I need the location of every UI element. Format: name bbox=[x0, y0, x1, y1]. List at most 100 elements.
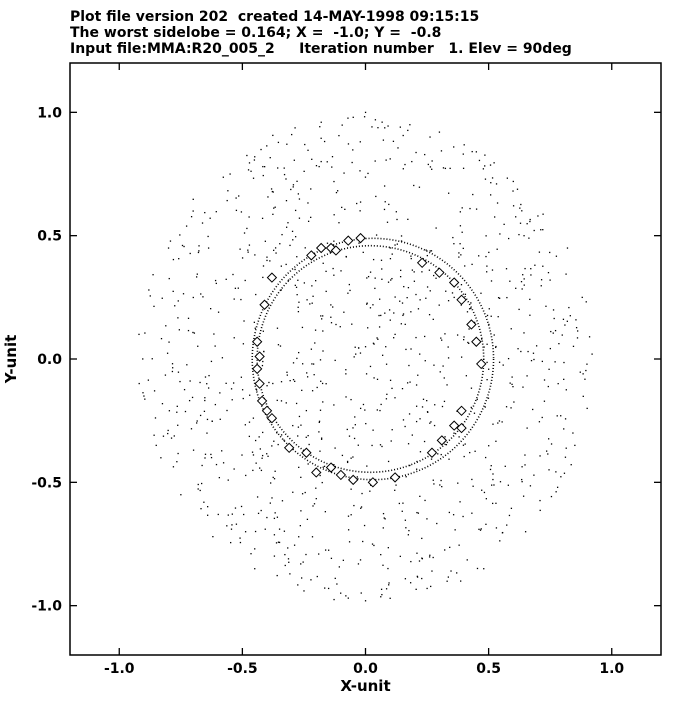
data-dot bbox=[432, 479, 434, 481]
data-dot bbox=[454, 529, 456, 531]
x-tick-label: -1.0 bbox=[104, 661, 135, 677]
data-dot bbox=[272, 213, 274, 215]
data-dot bbox=[430, 250, 433, 252]
data-dot bbox=[462, 153, 464, 155]
data-dot bbox=[565, 273, 567, 275]
data-dot bbox=[490, 182, 492, 184]
data-dot bbox=[484, 406, 486, 408]
data-dot bbox=[286, 143, 288, 145]
data-dot bbox=[373, 343, 375, 345]
data-dot bbox=[456, 334, 459, 336]
data-dot bbox=[523, 235, 525, 237]
data-dot bbox=[440, 479, 442, 482]
data-dot bbox=[552, 309, 555, 311]
data-dot bbox=[540, 229, 542, 231]
data-dot bbox=[297, 426, 300, 428]
data-dot bbox=[294, 380, 296, 383]
data-dot bbox=[431, 168, 433, 170]
data-dot bbox=[243, 320, 245, 322]
diamond-marker bbox=[251, 363, 263, 375]
data-dot bbox=[202, 296, 204, 298]
tick-layer: -1.0 -0.5 0.0 0.5 1.0 -1.0 -0.5 0.0 0.5 1.0 bbox=[31, 63, 661, 677]
data-dot bbox=[280, 434, 283, 436]
data-dot bbox=[533, 474, 535, 476]
data-dot bbox=[497, 422, 499, 424]
data-dot bbox=[458, 436, 460, 438]
data-dot bbox=[274, 206, 276, 208]
data-dot bbox=[297, 193, 300, 195]
data-dot bbox=[187, 317, 190, 319]
data-dot bbox=[260, 469, 263, 472]
data-dot bbox=[362, 251, 364, 254]
data-dot bbox=[263, 350, 265, 353]
data-dot bbox=[447, 576, 450, 578]
data-dot bbox=[523, 278, 525, 280]
data-dot bbox=[215, 282, 217, 285]
data-dot bbox=[276, 432, 278, 434]
data-dot bbox=[408, 529, 410, 532]
data-dot bbox=[555, 471, 557, 473]
data-dot bbox=[408, 413, 411, 415]
data-dot bbox=[230, 388, 233, 390]
data-dot bbox=[582, 395, 584, 397]
data-dot bbox=[257, 512, 260, 515]
data-dot bbox=[288, 561, 290, 563]
y-tick-label: -0.5 bbox=[31, 475, 62, 491]
data-dot bbox=[300, 476, 302, 479]
data-dot bbox=[315, 487, 317, 489]
data-dot bbox=[309, 303, 311, 305]
data-dot bbox=[276, 399, 278, 402]
data-dot bbox=[462, 247, 464, 250]
data-dot bbox=[392, 140, 395, 142]
data-dot bbox=[290, 188, 292, 191]
data-dot bbox=[572, 345, 575, 347]
data-dot bbox=[483, 346, 485, 348]
data-dot bbox=[277, 443, 279, 446]
data-dot bbox=[324, 587, 326, 589]
data-dot bbox=[427, 411, 429, 413]
data-dot bbox=[234, 507, 237, 509]
x-tick-label: -0.5 bbox=[227, 661, 258, 677]
data-dot bbox=[417, 512, 420, 514]
data-dot bbox=[226, 199, 228, 202]
data-dot bbox=[225, 278, 227, 280]
data-dot bbox=[496, 248, 498, 250]
data-dot bbox=[214, 403, 217, 406]
data-dot bbox=[203, 410, 206, 412]
data-dot bbox=[369, 490, 371, 492]
data-dot bbox=[330, 322, 333, 324]
data-dot bbox=[284, 564, 286, 567]
data-dot bbox=[273, 534, 276, 536]
data-dot bbox=[232, 382, 235, 384]
data-dot bbox=[585, 301, 587, 303]
data-dot bbox=[466, 559, 468, 561]
data-dot bbox=[333, 464, 335, 466]
data-dot bbox=[472, 193, 474, 196]
data-dot bbox=[243, 513, 245, 516]
data-dot bbox=[535, 345, 538, 347]
data-dot bbox=[357, 563, 360, 565]
data-dot bbox=[338, 222, 340, 224]
data-dot bbox=[395, 484, 397, 486]
data-dot bbox=[350, 457, 352, 459]
data-dot bbox=[411, 269, 414, 271]
data-dot bbox=[292, 424, 294, 427]
data-dot bbox=[453, 146, 455, 148]
data-dot bbox=[292, 362, 295, 364]
data-dot bbox=[419, 353, 421, 355]
data-dot bbox=[541, 360, 544, 363]
data-dot bbox=[298, 466, 300, 469]
data-dot bbox=[267, 455, 269, 457]
data-dot bbox=[181, 244, 184, 247]
data-dot bbox=[253, 321, 256, 323]
data-dot bbox=[344, 208, 346, 211]
data-dot bbox=[548, 438, 550, 440]
data-dot bbox=[421, 558, 424, 560]
data-dot bbox=[300, 510, 302, 512]
data-dot bbox=[204, 453, 207, 455]
data-dot bbox=[526, 223, 528, 225]
data-dot bbox=[402, 314, 404, 317]
data-dot bbox=[406, 296, 408, 299]
data-dot bbox=[190, 216, 193, 218]
data-dot bbox=[311, 363, 313, 365]
